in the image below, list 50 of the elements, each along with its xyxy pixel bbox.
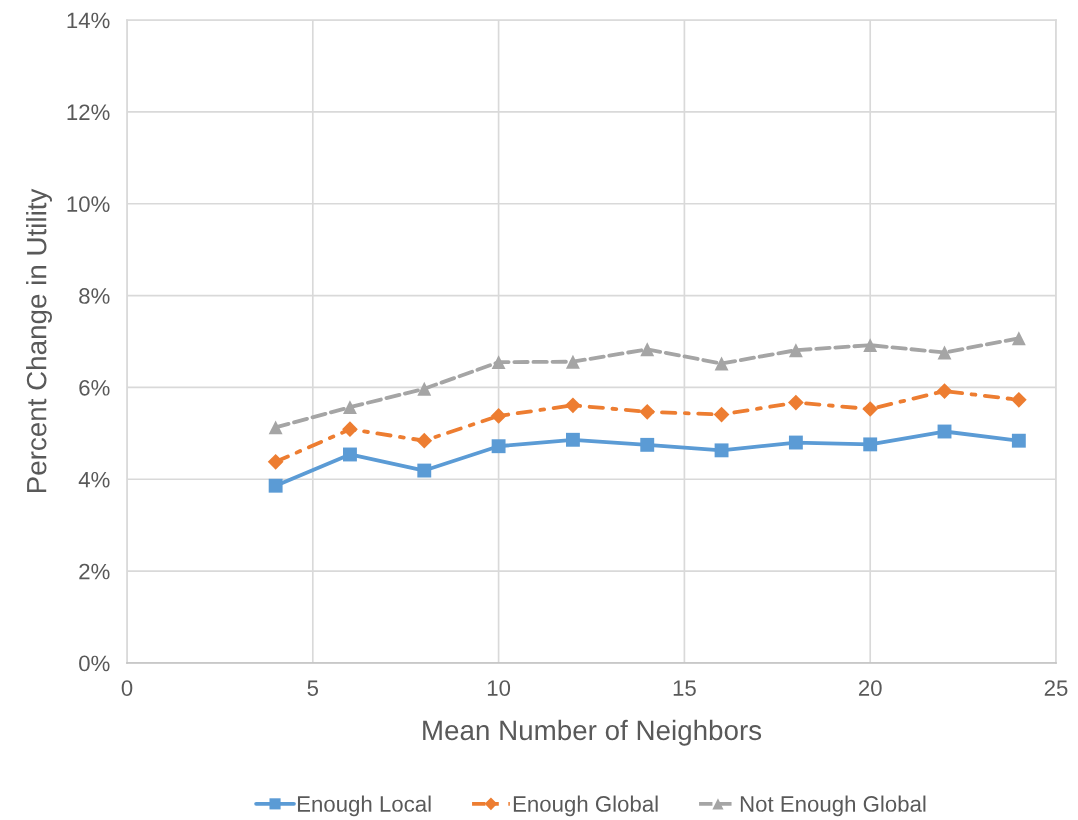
x-tick-label: 20 (858, 680, 882, 696)
point (714, 356, 729, 371)
point (343, 400, 357, 415)
point (788, 394, 804, 411)
point (417, 463, 432, 478)
point (491, 439, 506, 454)
x-tick-label: 10 (487, 680, 511, 696)
point (565, 354, 580, 369)
point (343, 447, 357, 462)
point (788, 343, 803, 358)
x-tick-label: 25 (1044, 680, 1068, 696)
point (862, 401, 879, 417)
point (342, 421, 358, 438)
x-tick-label: 15 (673, 680, 696, 696)
y-axis-title: Percent Change in Utility (26, 188, 52, 493)
point (863, 338, 878, 353)
y-tick-label: 8% (79, 288, 110, 304)
point (1011, 331, 1026, 346)
point (863, 437, 878, 452)
y-tick-label: 0% (79, 655, 110, 672)
point (714, 443, 729, 458)
legend-label: Enough Local (297, 795, 431, 817)
point (1010, 391, 1027, 408)
point (713, 406, 730, 423)
y-tick-label: 6% (79, 379, 110, 396)
y-tick-label: 12% (67, 104, 110, 121)
y-tick-label: 10% (67, 196, 110, 212)
x-tick-label: 0 (121, 680, 133, 696)
x-tick-label: 5 (307, 680, 319, 696)
y-tick-label: 14% (67, 12, 110, 29)
point (640, 437, 655, 452)
legend-label: Not Enough Global (740, 795, 926, 817)
y-tick-label: 4% (78, 471, 110, 488)
point (491, 355, 506, 370)
point (788, 435, 803, 450)
point (490, 408, 507, 424)
x-axis-title: Mean Number of Neighbors (423, 719, 762, 746)
point (640, 342, 655, 357)
point (416, 432, 433, 449)
point (268, 478, 283, 493)
point (936, 383, 953, 399)
point (565, 397, 581, 414)
point (639, 403, 656, 420)
point (1011, 433, 1026, 448)
point (417, 381, 432, 396)
point (565, 432, 580, 447)
point (268, 420, 283, 435)
y-tick-label: 2% (79, 563, 110, 580)
point (267, 453, 284, 470)
legend-label: Enough Global (513, 795, 658, 817)
